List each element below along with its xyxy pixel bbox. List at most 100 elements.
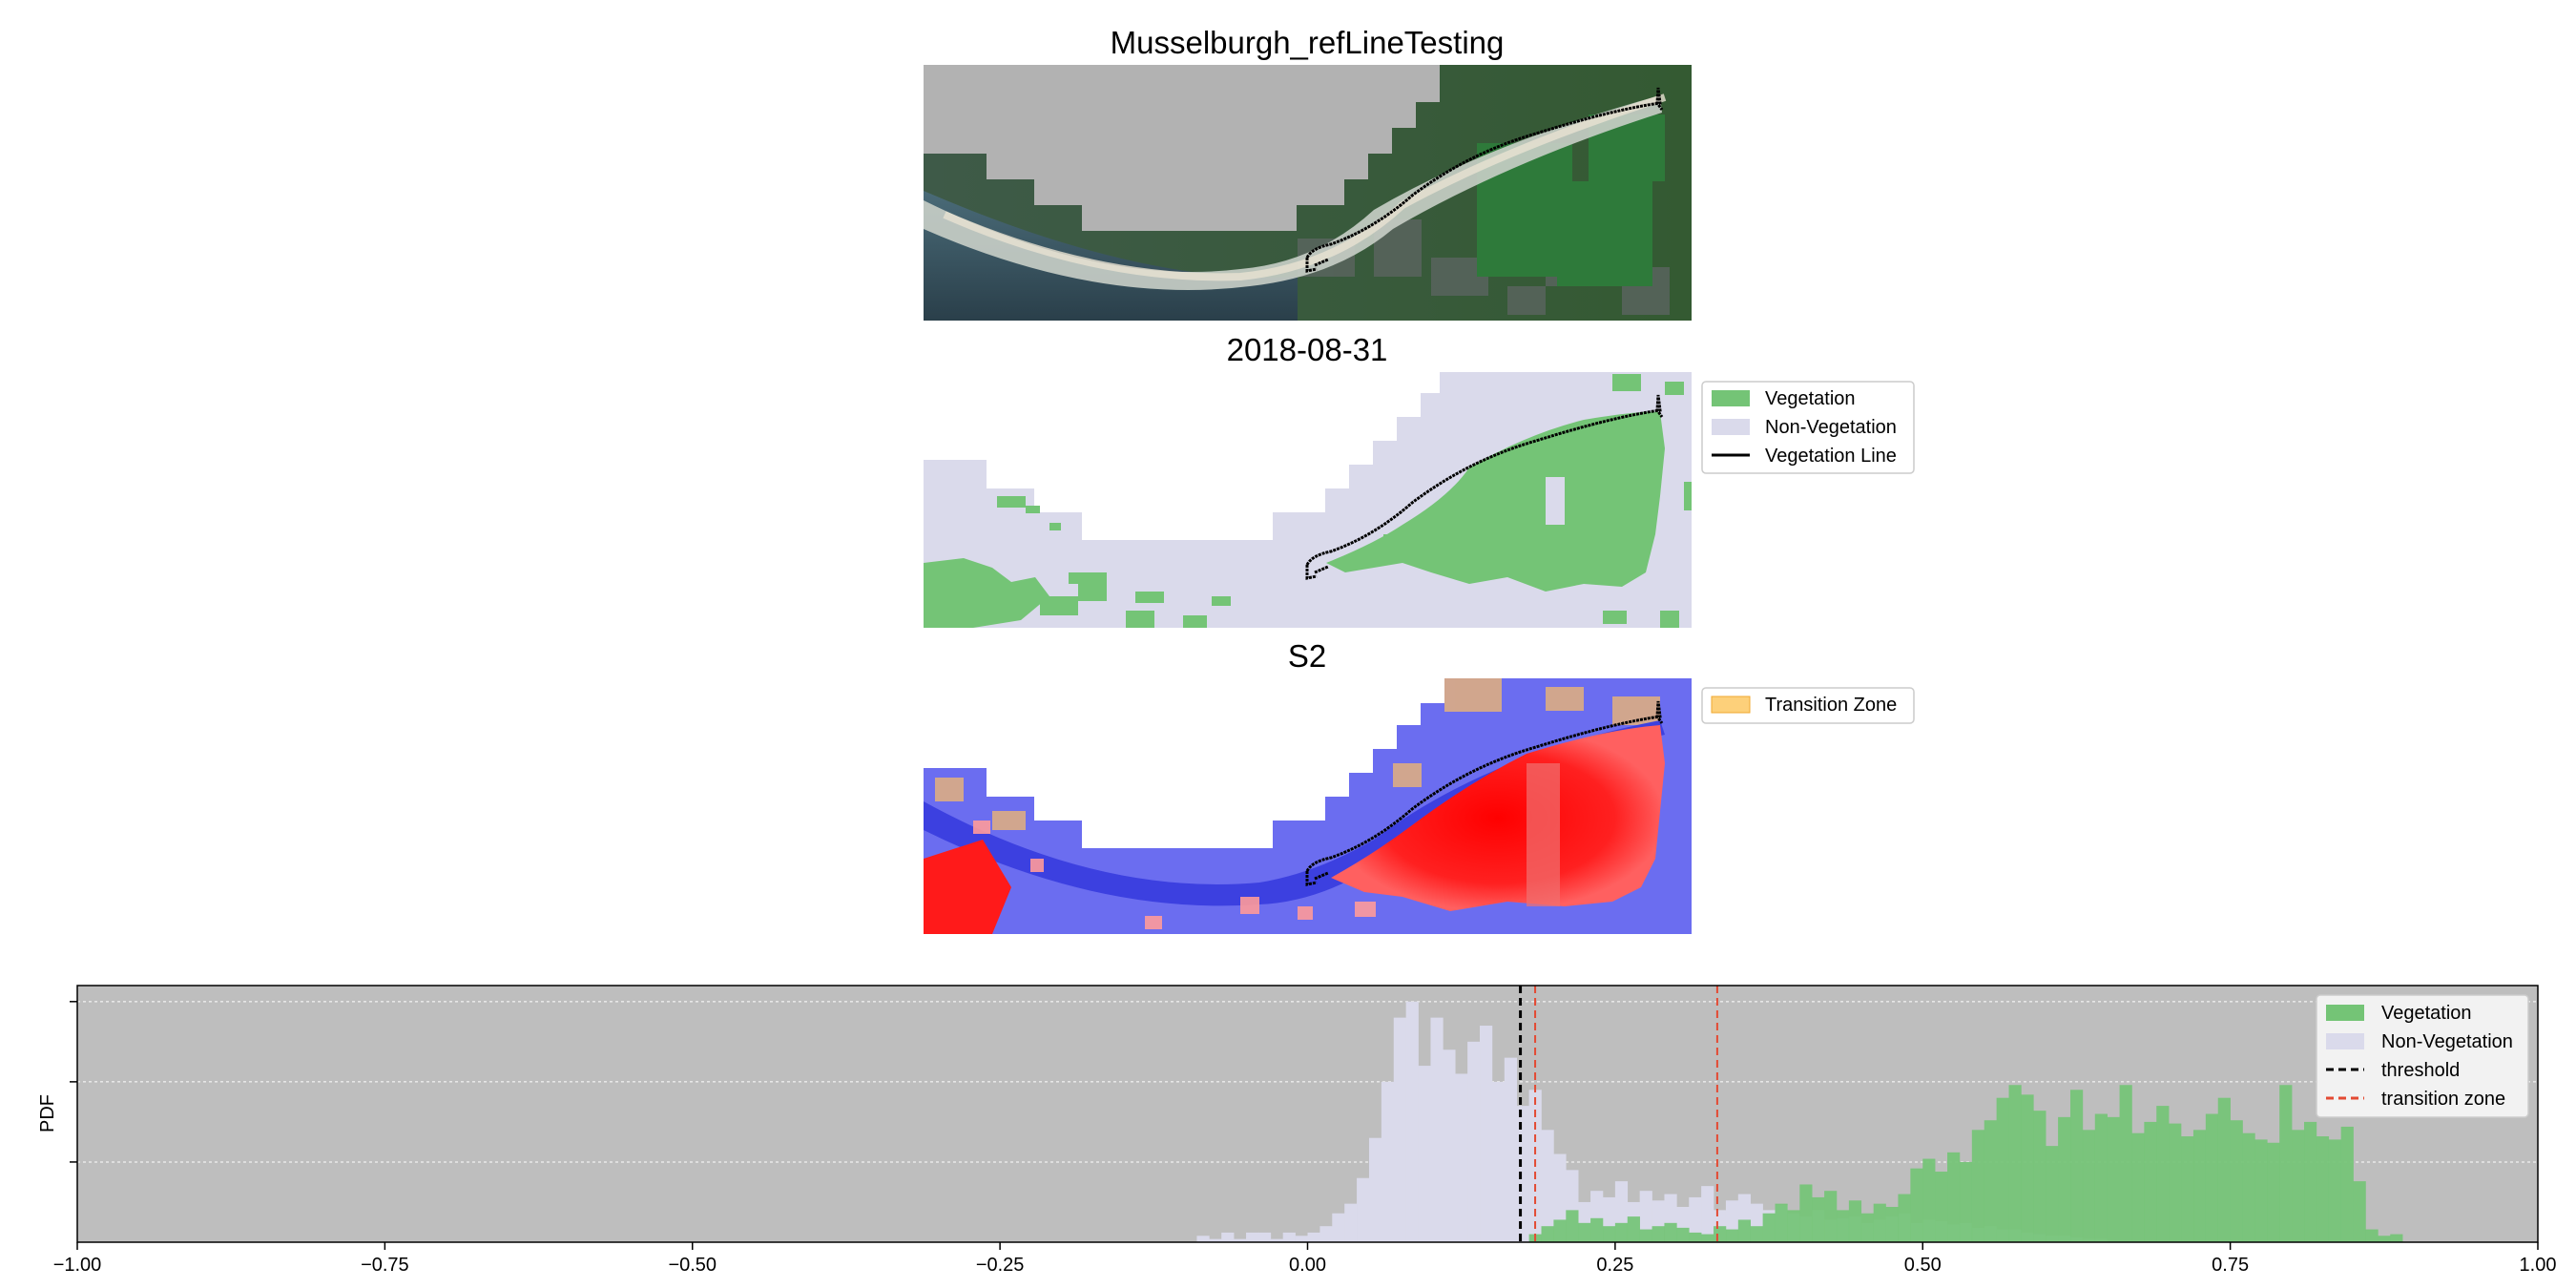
vegetation-bar xyxy=(1898,1194,1911,1242)
vegetation-bar xyxy=(1787,1210,1800,1242)
vegetation-bar xyxy=(2033,1111,2046,1242)
non-vegetation-bar xyxy=(1467,1041,1481,1242)
non-vegetation-bar xyxy=(1234,1238,1247,1242)
vegetation-bar xyxy=(2094,1113,2108,1242)
vegetation-bar xyxy=(1614,1222,1629,1242)
vegetation-bar xyxy=(2230,1120,2243,1242)
vegetation-bar xyxy=(2365,1229,2379,1242)
non-vegetation-bar xyxy=(1393,1017,1406,1242)
vegetation-bar xyxy=(1566,1210,1579,1242)
transition-legend: Transition Zone xyxy=(1701,687,1915,724)
vegetation-bar xyxy=(1541,1226,1554,1242)
vegetation-bar xyxy=(2181,1136,2194,1242)
date-title: 2018-08-31 xyxy=(1227,332,1388,367)
legend-nonveg-swatch xyxy=(1712,419,1750,435)
non-vegetation-bar xyxy=(1701,1186,1714,1242)
figure-title: Musselburgh_refLineTesting xyxy=(1111,25,1505,60)
vegetation-bar xyxy=(1553,1219,1567,1242)
legend-transition-swatch xyxy=(1711,696,1751,714)
x-tick-label: 0.00 xyxy=(1289,1255,1326,1276)
vegetation-bar xyxy=(2390,1234,2403,1242)
histogram-x-ticks: −1.00 −0.75 −0.50 −0.25 0.00 0.25 0.50 0.75 1.00 xyxy=(53,1242,2557,1276)
hist-legend-transition-zone: transition zone xyxy=(2381,1089,2505,1110)
vegetation-bar xyxy=(1971,1130,1985,1242)
non-vegetation-bar xyxy=(1541,1130,1554,1242)
non-vegetation-bar xyxy=(1443,1049,1456,1242)
non-vegetation-bar xyxy=(1381,1081,1395,1242)
vegetation-bar xyxy=(1910,1168,1923,1242)
x-tick-label: 0.50 xyxy=(1904,1255,1942,1276)
index-image xyxy=(924,678,1692,934)
x-tick-label: −0.75 xyxy=(361,1255,409,1276)
vegetation-bar xyxy=(1775,1203,1788,1242)
hist-legend-non-vegetation: Non-Vegetation xyxy=(2381,1031,2513,1052)
histogram-legend: Vegetation Non-Vegetation threshold tran… xyxy=(2316,994,2529,1118)
hist-legend-vegetation: Vegetation xyxy=(2381,1003,2472,1024)
vegetation-bar xyxy=(1947,1152,1961,1242)
legend-vegetation-swatch xyxy=(1712,390,1750,406)
y-axis-label: PDF xyxy=(37,1094,58,1132)
x-tick-label: −0.25 xyxy=(976,1255,1025,1276)
vegetation-bar xyxy=(2021,1094,2034,1242)
non-vegetation-bar xyxy=(1282,1232,1296,1242)
non-vegetation-bar xyxy=(1504,1057,1518,1242)
vegetation-bar xyxy=(1689,1232,1702,1242)
legend-vegetation: Vegetation xyxy=(1765,388,1856,409)
hist-legend-vegetation-swatch xyxy=(2326,1005,2364,1021)
non-vegetation-bar xyxy=(1405,1001,1419,1242)
non-vegetation-bar xyxy=(1295,1236,1308,1242)
vegetation-bar xyxy=(1701,1234,1714,1242)
non-vegetation-bar xyxy=(1319,1226,1333,1242)
non-vegetation-bar xyxy=(1480,1026,1493,1242)
non-vegetation-bar xyxy=(1196,1236,1210,1242)
satellite-title: S2 xyxy=(1288,638,1326,674)
vegetation-bar xyxy=(2316,1136,2330,1242)
vegetation-bar xyxy=(2279,1085,2293,1242)
non-vegetation-bar xyxy=(1332,1213,1345,1242)
vegetation-bar xyxy=(1590,1217,1604,1242)
vegetation-bar xyxy=(1639,1229,1652,1242)
vegetation-bar xyxy=(2242,1132,2255,1242)
non-vegetation-bar xyxy=(1455,1073,1468,1242)
vegetation-bar xyxy=(2340,1126,2354,1242)
non-vegetation-bar xyxy=(1491,1081,1506,1242)
non-vegetation-bar xyxy=(1368,1137,1382,1242)
vegetation-bar xyxy=(2169,1123,2182,1242)
vegetation-bar xyxy=(2267,1142,2280,1242)
vegetation-bar xyxy=(2119,1085,2132,1242)
non-vegetation-bar xyxy=(1246,1232,1259,1242)
vegetation-bar xyxy=(2217,1097,2231,1242)
hist-legend-threshold: threshold xyxy=(2381,1060,2460,1081)
vegetation-bar xyxy=(1737,1219,1752,1242)
vegetation-bar xyxy=(1824,1191,1838,1242)
x-tick-label: 1.00 xyxy=(2520,1255,2557,1276)
x-tick-label: 0.25 xyxy=(1596,1255,1633,1276)
non-vegetation-bar xyxy=(1257,1232,1272,1242)
vegetation-bar xyxy=(1848,1200,1862,1242)
legend-transition-zone: Transition Zone xyxy=(1765,695,1897,716)
non-vegetation-bar xyxy=(1307,1232,1320,1242)
vegetation-bar xyxy=(1750,1226,1763,1242)
vegetation-bar xyxy=(1725,1229,1739,1242)
x-tick-label: −0.50 xyxy=(668,1255,717,1276)
legend-non-vegetation: Non-Vegetation xyxy=(1765,417,1897,438)
vegetation-bar xyxy=(2303,1121,2317,1242)
vegetation-bar xyxy=(2046,1146,2059,1242)
non-vegetation-bar xyxy=(1209,1238,1222,1242)
vegetation-bar xyxy=(2069,1090,2084,1242)
vegetation-bar xyxy=(2107,1116,2120,1242)
histogram-lines xyxy=(1519,986,1718,1242)
vegetation-bar xyxy=(2156,1106,2170,1242)
non-vegetation-bar xyxy=(1221,1232,1235,1242)
vegetation-bar xyxy=(1714,1226,1727,1242)
hist-legend-nonveg-swatch xyxy=(2326,1033,2364,1049)
non-vegetation-bar xyxy=(1418,1066,1431,1242)
non-vegetation-bar xyxy=(1689,1196,1702,1242)
satellite-image xyxy=(924,65,1692,321)
vegetation-bar xyxy=(2008,1085,2022,1242)
vegetation-bar xyxy=(1959,1161,1973,1242)
vegetation-bar xyxy=(2131,1132,2145,1242)
vegetation-bar xyxy=(2292,1130,2305,1242)
vegetation-bar xyxy=(1996,1097,2009,1242)
